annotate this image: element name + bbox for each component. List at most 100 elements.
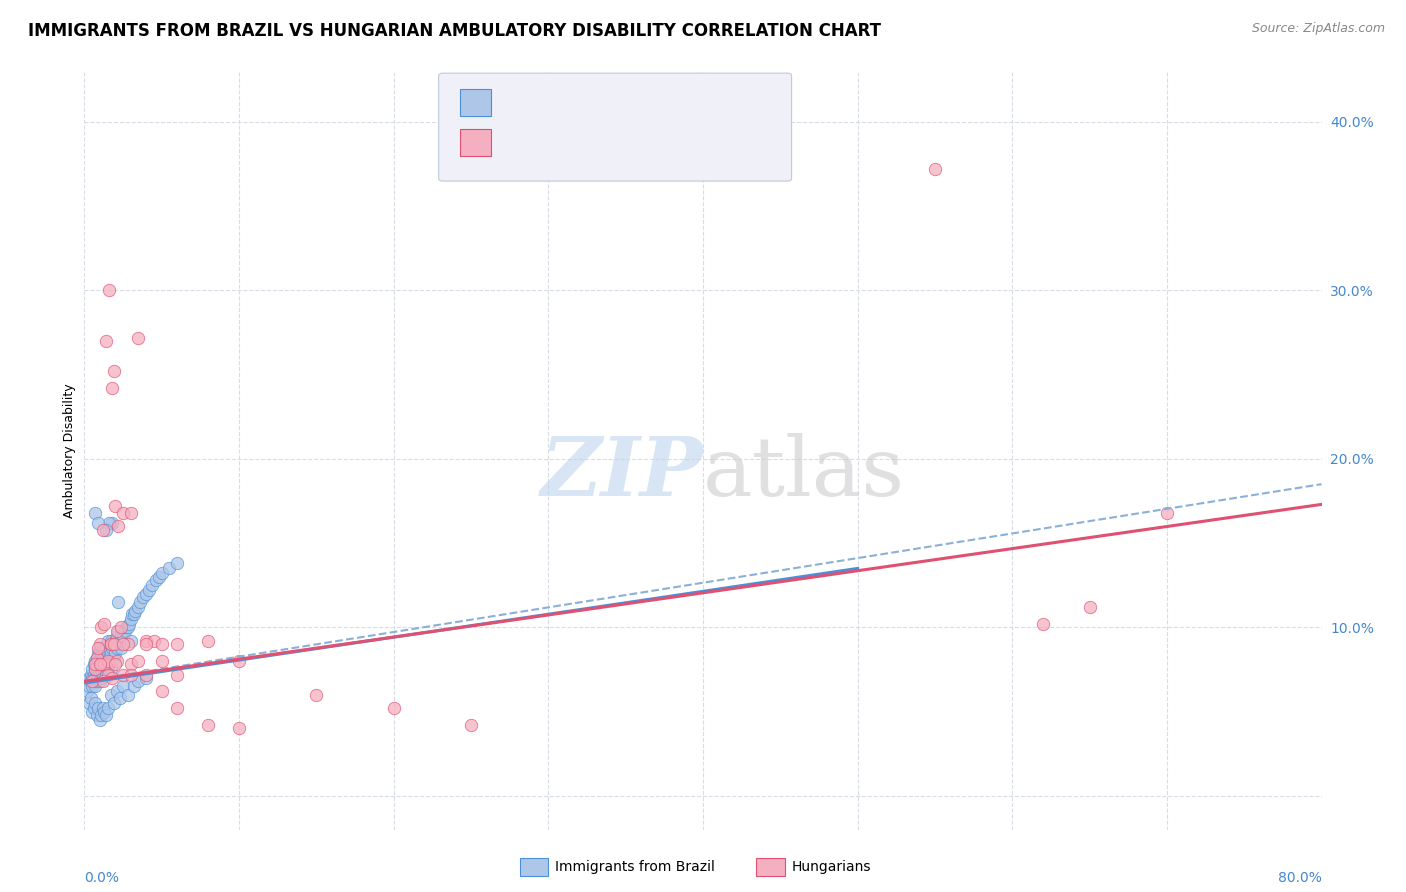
Point (110, 629, 132, 643)
Point (84, 696, 107, 710)
Point (101, 640, 124, 655)
Point (82, 679, 104, 693)
Point (141, 578, 163, 592)
Point (105, 684, 128, 698)
Point (100, 637, 122, 651)
Point (91, 650, 114, 665)
Point (122, 679, 145, 693)
Point (150, 637, 173, 651)
Point (84, 663, 107, 677)
Point (120, 667, 142, 681)
Point (132, 590, 155, 604)
Point (90, 671, 112, 685)
Text: 0.336: 0.336 (536, 95, 579, 110)
Point (98, 657, 121, 672)
Point (112, 679, 135, 693)
Point (150, 684, 173, 698)
Point (166, 667, 188, 681)
Point (93, 646, 115, 660)
Point (1078, 600, 1101, 615)
Point (135, 637, 157, 651)
Point (104, 499, 127, 513)
Point (112, 506, 135, 520)
Point (84, 657, 107, 672)
Point (103, 637, 125, 651)
Point (96, 654, 118, 668)
Point (89, 667, 111, 681)
Point (120, 633, 142, 648)
Point (94, 523, 117, 537)
Point (87, 640, 110, 655)
Text: 80.0%: 80.0% (1278, 871, 1322, 885)
Point (87, 646, 110, 660)
Point (94, 650, 117, 665)
Point (197, 718, 219, 732)
Point (104, 657, 127, 672)
Point (135, 667, 157, 681)
Text: ZIP: ZIP (540, 434, 703, 513)
Point (77, 679, 100, 693)
Point (115, 620, 138, 634)
Point (101, 516, 124, 530)
Point (94, 640, 117, 655)
Point (90, 708, 112, 723)
Point (79, 674, 101, 689)
Point (460, 718, 482, 732)
Point (93, 705, 115, 719)
Point (107, 637, 129, 651)
Point (120, 657, 142, 672)
Point (127, 654, 149, 668)
Point (110, 640, 132, 655)
Point (107, 519, 129, 533)
Point (87, 516, 110, 530)
Point (98, 284, 121, 298)
Text: Immigrants from Brazil: Immigrants from Brazil (555, 860, 716, 874)
Text: R =: R = (505, 95, 538, 110)
Point (87, 663, 110, 677)
Point (86, 674, 108, 689)
Point (94, 334, 117, 348)
Point (93, 654, 115, 668)
Point (84, 654, 107, 668)
Text: atlas: atlas (703, 434, 905, 513)
Point (91, 523, 114, 537)
Point (90, 654, 112, 668)
Point (228, 722, 250, 736)
Point (110, 620, 132, 634)
Point (91, 674, 114, 689)
Point (108, 691, 131, 706)
Point (89, 637, 111, 651)
Point (166, 557, 188, 571)
Point (127, 600, 149, 615)
Point (150, 566, 173, 581)
Point (94, 667, 117, 681)
Point (83, 674, 105, 689)
Point (100, 663, 122, 677)
Point (107, 595, 129, 609)
Point (1032, 617, 1054, 632)
Point (86, 650, 108, 665)
Point (122, 607, 145, 621)
Text: IMMIGRANTS FROM BRAZIL VS HUNGARIAN AMBULATORY DISABILITY CORRELATION CHART: IMMIGRANTS FROM BRAZIL VS HUNGARIAN AMBU… (28, 22, 882, 40)
Point (91, 657, 114, 672)
Point (138, 583, 160, 598)
Point (90, 663, 112, 677)
Point (121, 607, 143, 621)
Point (112, 637, 135, 651)
Point (117, 637, 139, 651)
Point (86, 657, 108, 672)
Point (103, 650, 125, 665)
Point (143, 633, 166, 648)
Point (76, 684, 98, 698)
Point (108, 633, 131, 648)
Point (100, 637, 122, 651)
Point (96, 667, 118, 681)
Point (103, 696, 125, 710)
Point (112, 667, 135, 681)
Point (124, 603, 146, 617)
Point (83, 667, 105, 681)
Text: Source: ZipAtlas.com: Source: ZipAtlas.com (1251, 22, 1385, 36)
Point (104, 633, 127, 648)
Point (91, 667, 114, 681)
Text: 62: 62 (624, 136, 644, 150)
